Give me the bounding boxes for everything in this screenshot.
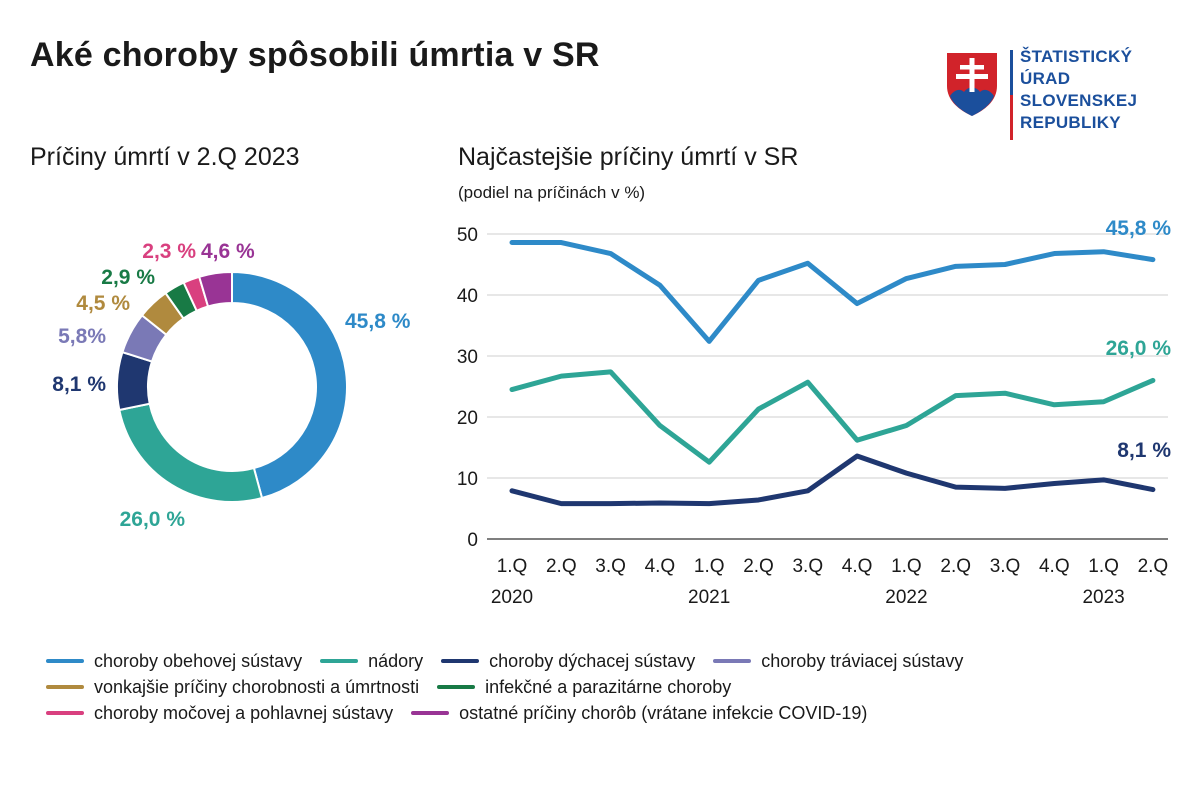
donut-label-traviaca: 5,8% <box>58 325 106 348</box>
legend-label: ostatné príčiny chorôb (vrátane infekcie… <box>459 702 868 723</box>
x-tick-label: 2.Q <box>940 556 971 577</box>
x-tick-label: 3.Q <box>990 556 1021 577</box>
y-tick-label: 0 <box>467 530 478 551</box>
legend-label: nádory <box>368 650 424 671</box>
x-tick-label: 2.Q <box>1138 556 1169 577</box>
x-tick-label: 4.Q <box>645 556 676 577</box>
logo-divider <box>1010 50 1013 140</box>
legend-label: choroby tráviacej sústavy <box>761 650 964 671</box>
legend-item: choroby močovej a pohlavnej sústavy <box>46 703 393 724</box>
x-tick-label: 2.Q <box>743 556 774 577</box>
donut-label-ostatne: 4,6 % <box>201 240 255 263</box>
y-tick-label: 10 <box>457 469 478 490</box>
x-year-label: 2022 <box>885 587 927 608</box>
logo-line: ÚRAD <box>1020 69 1071 88</box>
legend-label: choroby močovej a pohlavnej sústavy <box>94 702 394 723</box>
legend-swatch <box>441 659 480 663</box>
legend-row: choroby obehovej sústavy nádory choroby dý… <box>46 648 1166 674</box>
donut-slice-infekcne <box>164 281 199 320</box>
legend-swatch <box>320 659 359 663</box>
donut-slice-vonkajsie <box>140 291 185 337</box>
legend-label: vonkajšie príčiny chorobnosti a úmrtnost… <box>94 676 420 697</box>
page-title: Aké choroby spôsobili úmrtia v SR <box>30 36 600 74</box>
x-year-label: 2021 <box>688 587 730 608</box>
x-tick-label: 3.Q <box>595 556 626 577</box>
series-end-label-2: 26,0 % <box>1106 337 1172 360</box>
donut-slice-ostatne <box>197 270 233 308</box>
legend: choroby obehovej sústavy nádory choroby dý… <box>46 648 1166 726</box>
coat-of-arms-icon <box>945 51 999 118</box>
line-chart-unit-note: (podiel na príčinách v %) <box>458 183 646 202</box>
line-chart-title: Najčastejšie príčiny úmrtí v SR <box>458 143 799 171</box>
y-tick-label: 50 <box>457 225 478 246</box>
donut-label-dychacia: 8,1 % <box>52 373 106 396</box>
x-year-label: 2023 <box>1082 587 1124 608</box>
legend-item: choroby dýchacej sústavy <box>441 651 695 672</box>
x-tick-label: 3.Q <box>792 556 823 577</box>
legend-swatch <box>46 685 84 689</box>
legend-item: choroby obehovej sústavy <box>46 651 302 672</box>
x-year-label: 2020 <box>491 587 533 608</box>
x-tick-label: 4.Q <box>1039 556 1070 577</box>
legend-row: choroby močovej a pohlavnej sústavy ostat… <box>46 700 1166 726</box>
x-tick-label: 1.Q <box>1088 556 1119 577</box>
x-tick-label: 4.Q <box>842 556 873 577</box>
donut-slice-obehova <box>231 270 348 500</box>
series-line-3 <box>509 453 1156 507</box>
logo-text: ŠTATISTICKÝ ÚRAD SLOVENSKEJ REPUBLIKY <box>1020 46 1137 134</box>
donut-label-infekcne: 2,9 % <box>101 266 155 289</box>
donut-slice-nadory <box>118 402 264 503</box>
legend-label: infekčné a parazitárne choroby <box>485 676 732 697</box>
legend-label: choroby dýchacej sústavy <box>489 650 696 671</box>
legend-swatch <box>46 659 84 663</box>
donut-slice-mocova <box>182 275 210 313</box>
x-tick-label: 1.Q <box>891 556 922 577</box>
legend-item: choroby tráviacej sústavy <box>713 651 963 672</box>
x-tick-label: 1.Q <box>497 556 528 577</box>
legend-swatch <box>46 711 84 715</box>
legend-swatch <box>411 711 450 715</box>
series-line-1 <box>509 240 1156 344</box>
legend-item: ostatné príčiny chorôb (vrátane infekcie… <box>411 703 867 724</box>
donut-label-nadory: 26,0 % <box>120 508 186 531</box>
y-tick-label: 30 <box>457 347 478 368</box>
legend-swatch <box>437 685 476 689</box>
donut-chart-title: Príčiny úmrtí v 2.Q 2023 <box>30 143 300 171</box>
series-end-label-3: 8,1 % <box>1117 439 1171 462</box>
series-end-label-1: 45,8 % <box>1106 217 1172 240</box>
legend-label: choroby obehovej sústavy <box>94 650 303 671</box>
donut-label-vonkajsie: 4,5 % <box>76 292 130 315</box>
y-tick-label: 40 <box>457 286 478 307</box>
legend-item: vonkajšie príčiny chorobnosti a úmrtnost… <box>46 677 419 698</box>
legend-swatch <box>713 659 752 663</box>
logo-line: REPUBLIKY <box>1020 113 1121 132</box>
donut-slice-dychacia <box>116 350 154 412</box>
statistical-office-logo: ŠTATISTICKÝ ÚRAD SLOVENSKEJ REPUBLIKY <box>944 47 1184 145</box>
legend-item: infekčné a parazitárne choroby <box>437 677 731 698</box>
legend-item: nádory <box>320 651 423 672</box>
logo-line: ŠTATISTICKÝ <box>1020 47 1133 66</box>
donut-label-mocova: 2,3 % <box>142 240 196 263</box>
donut-label-obehova: 45,8 % <box>345 310 411 333</box>
legend-row: vonkajšie príčiny chorobnosti a úmrtnost… <box>46 674 1166 700</box>
y-tick-label: 20 <box>457 408 478 429</box>
x-tick-label: 2.Q <box>546 556 577 577</box>
x-tick-label: 1.Q <box>694 556 725 577</box>
donut-slice-traviaca <box>121 313 168 363</box>
series-line-2 <box>509 369 1156 465</box>
logo-line: SLOVENSKEJ <box>1020 91 1138 110</box>
